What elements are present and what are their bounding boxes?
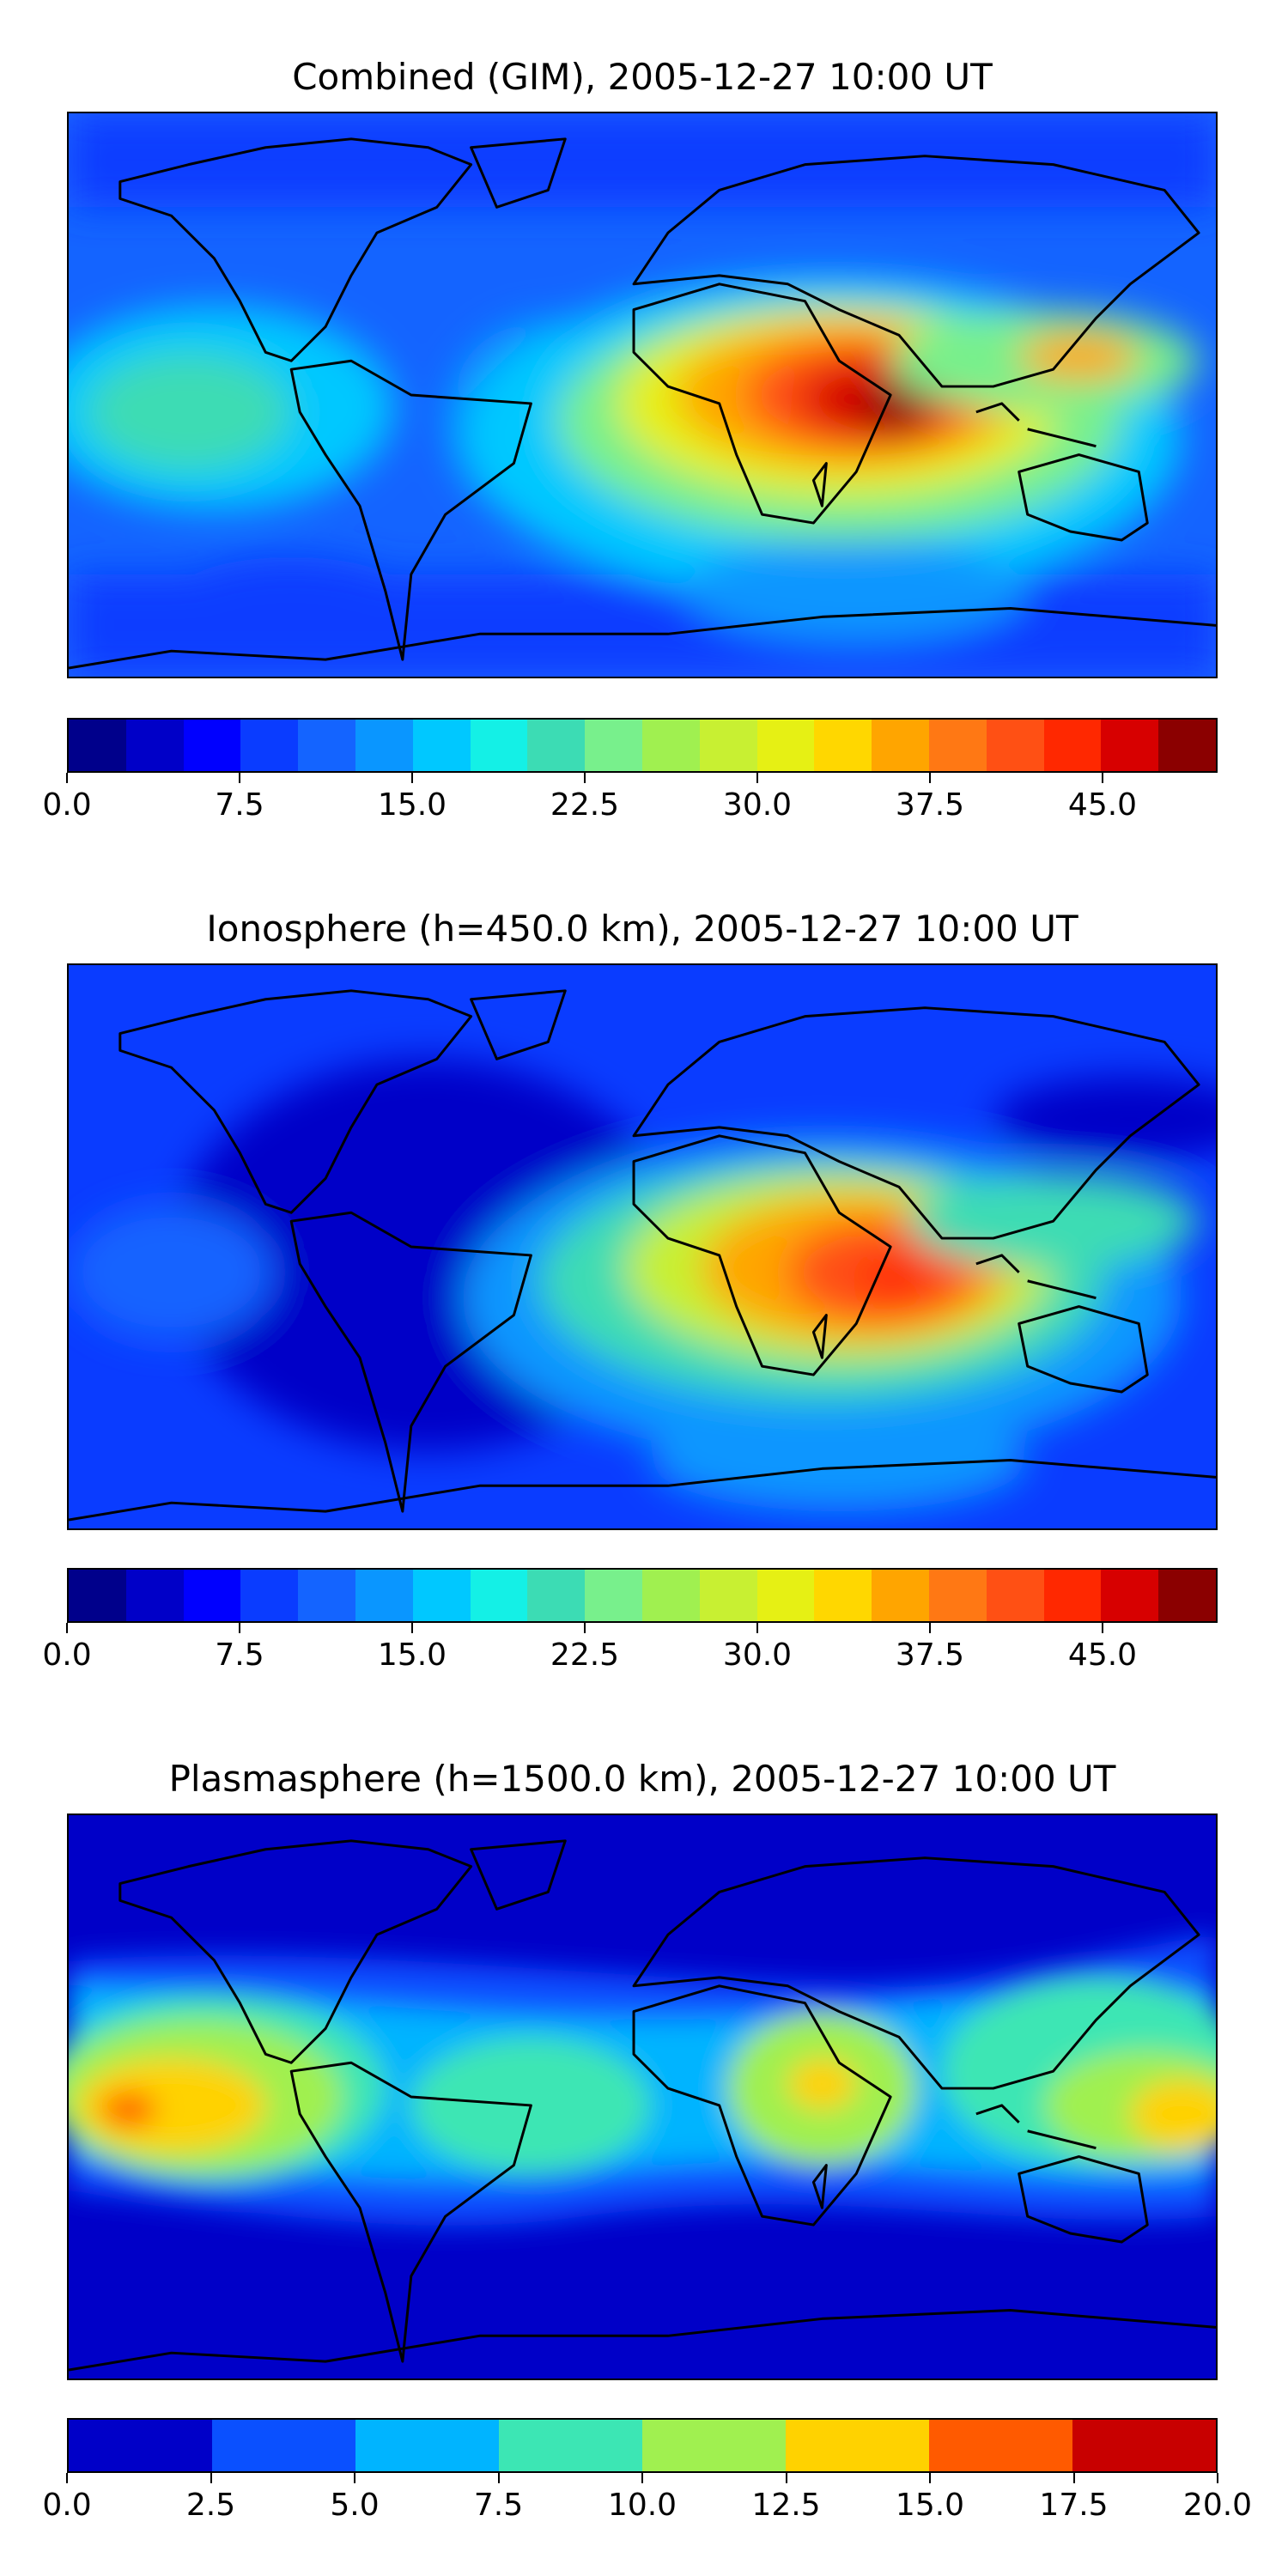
colorbar-segment: [928, 720, 987, 771]
panel-title: Plasmasphere (h=1500.0 km), 2005-12-27 1…: [168, 1758, 1116, 1800]
colorbar-segment: [585, 1570, 642, 1621]
colorbar-segment: [1158, 720, 1216, 771]
colorbar-tick-label: 7.5: [215, 1637, 264, 1673]
colorbar-segment: [929, 2420, 1072, 2471]
colorbar-segment: [412, 720, 471, 771]
panel-title: Ionosphere (h=450.0 km), 2005-12-27 10:0…: [206, 908, 1078, 950]
colorbar-tick-label: 20.0: [1182, 2488, 1253, 2523]
colorbar-segment: [699, 720, 757, 771]
colorbar-segment: [814, 720, 872, 771]
colorbar-segment: [928, 1570, 987, 1621]
panel-title: Combined (GIM), 2005-12-27 10:00 UT: [292, 56, 993, 98]
colorbar-segment: [786, 2420, 929, 2471]
colorbar-tick-label: 30.0: [722, 787, 793, 823]
colorbar-segment: [240, 720, 299, 771]
colorbar-segment: [872, 1570, 929, 1621]
colorbar-tick-label: 7.5: [215, 787, 264, 823]
colorbar-segment: [183, 1570, 241, 1621]
colorbar-segment: [69, 1570, 126, 1621]
colorbar-segment: [872, 720, 929, 771]
colorbar-ticks-ionosphere: 0.0 7.5 15.0 22.5 30.0 37.5 45.0: [42, 1623, 1218, 1674]
colorbar-tick-label: 30.0: [722, 1637, 793, 1673]
colorbar-segment: [641, 720, 700, 771]
colorbar-tick-label: 2.5: [185, 2488, 236, 2523]
tec-map-plasmasphere: [67, 1814, 1218, 2380]
colorbar-tick-label: 37.5: [895, 787, 965, 823]
colorbar-tick-label: 15.0: [895, 2488, 965, 2523]
colorbar-combined: [67, 718, 1218, 773]
colorbar-tick-label: 5.0: [330, 2488, 380, 2523]
colorbar-segment: [1101, 720, 1159, 771]
colorbar-ticks-plasmasphere: 0.0 2.5 5.0 7.5 10.0 12.5 15.0 17.5 20.0: [42, 2473, 1252, 2524]
colorbar-segment: [641, 1570, 700, 1621]
colorbar-segment: [470, 720, 528, 771]
colorbar-segment: [1101, 1570, 1159, 1621]
colorbar-tick-label: 22.5: [550, 787, 620, 823]
colorbar-segment: [1043, 720, 1102, 771]
colorbar-segment: [240, 1570, 299, 1621]
colorbar-tick-label: 15.0: [377, 1637, 447, 1673]
colorbar-tick-label: 10.0: [607, 2488, 677, 2523]
colorbar-segment: [212, 2420, 355, 2471]
colorbar-segment: [183, 720, 241, 771]
colorbar-segment: [470, 1570, 528, 1621]
colorbar-plasmasphere: [67, 2418, 1218, 2473]
colorbar-tick-label: 0.0: [42, 1637, 92, 1673]
colorbar-segment: [355, 1570, 413, 1621]
tec-map-combined: [67, 112, 1218, 678]
colorbar-tick-label: 0.0: [42, 2488, 92, 2523]
colorbar-tick-label: 15.0: [377, 787, 447, 823]
colorbar-segment: [814, 1570, 872, 1621]
colorbar-segment: [298, 720, 355, 771]
colorbar-segment: [125, 1570, 184, 1621]
tec-map-ionosphere: [67, 963, 1218, 1530]
colorbar-tick-label: 17.5: [1039, 2488, 1109, 2523]
colorbar-tick-label: 45.0: [1067, 1637, 1138, 1673]
colorbar-segment: [1072, 2420, 1216, 2471]
colorbar-segment: [699, 1570, 757, 1621]
colorbar-segment: [298, 1570, 355, 1621]
colorbar-segment: [756, 1570, 815, 1621]
colorbar-segment: [1043, 1570, 1102, 1621]
colorbar-segment: [527, 720, 586, 771]
coastlines: [69, 137, 1216, 670]
colorbar-segment: [642, 2420, 786, 2471]
colorbar-segment: [125, 720, 184, 771]
colorbar-segment: [355, 720, 413, 771]
colorbar-segment: [69, 2420, 212, 2471]
colorbar-segment: [986, 720, 1044, 771]
colorbar-segment: [585, 720, 642, 771]
colorbar-tick-label: 45.0: [1067, 787, 1138, 823]
colorbar-tick-label: 12.5: [751, 2488, 821, 2523]
colorbar-segment: [355, 2420, 499, 2471]
colorbar-segment: [756, 720, 815, 771]
colorbar-segment: [527, 1570, 586, 1621]
colorbar-tick-label: 7.5: [473, 2488, 524, 2523]
colorbar-tick-label: 22.5: [550, 1637, 620, 1673]
colorbar-segment: [1158, 1570, 1216, 1621]
colorbar-segment: [69, 720, 126, 771]
colorbar-ticks-combined: 0.0 7.5 15.0 22.5 30.0 37.5 45.0: [42, 773, 1218, 824]
colorbar-ionosphere: [67, 1568, 1218, 1623]
colorbar-tick-label: 37.5: [895, 1637, 965, 1673]
colorbar-tick-label: 0.0: [42, 787, 92, 823]
colorbar-segment: [412, 1570, 471, 1621]
colorbar-segment: [986, 1570, 1044, 1621]
colorbar-segment: [499, 2420, 642, 2471]
